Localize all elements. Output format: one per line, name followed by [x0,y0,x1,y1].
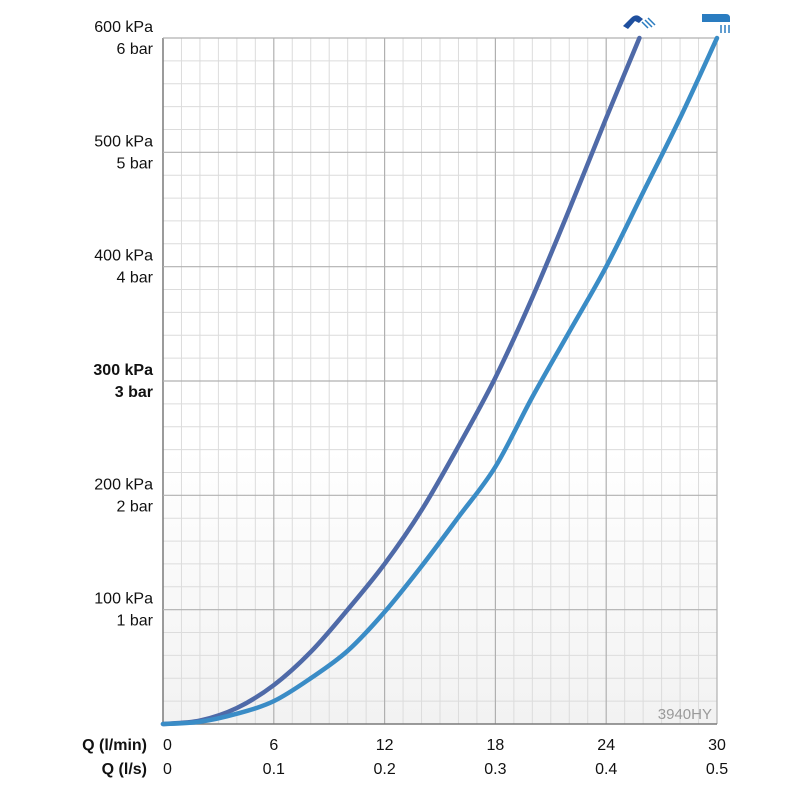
overhead-shower-icon [702,14,730,33]
x-tick-label-primary: 6 [269,737,278,754]
y-tick-label-bar: 1 bar [117,613,154,630]
x-axis-name-secondary: Q (l/s) [102,761,147,778]
series-layer [160,35,720,727]
y-tick-label-kpa: 200 kPa [94,476,153,493]
series-line-1 [160,35,642,727]
x-tick-label-secondary: 0.3 [484,761,506,778]
y-tick-label-kpa: 400 kPa [94,248,153,265]
y-tick-label-bar: 3 bar [115,384,153,401]
x-tick-label-secondary: 0.2 [373,761,395,778]
hand-shower-icon [623,15,656,29]
x-axis-labels: Q (l/min) Q (l/s) 0 0 6 0.1 12 0.2 18 0.3 24 0.4 30 0… [82,737,728,778]
y-tick-label-bar: 4 bar [117,270,154,287]
y-tick-label-kpa: 100 kPa [94,591,153,608]
major-grid [162,37,718,725]
y-tick-label-bar: 6 bar [117,41,154,58]
y-tick-label-kpa: 300 kPa [93,362,153,379]
y-tick-label-kpa: 500 kPa [94,133,153,150]
x-tick-label-primary: 0 [163,737,172,754]
y-tick-label-bar: 2 bar [117,498,154,515]
x-tick-label-primary: 24 [597,737,615,754]
x-tick-label-secondary: 0.1 [263,761,285,778]
x-axis-name-primary: Q (l/min) [82,737,147,754]
x-tick-label-secondary: 0 [163,761,172,778]
x-tick-label-primary: 18 [487,737,505,754]
y-tick-label-bar: 5 bar [117,155,154,172]
x-tick-label-secondary: 0.5 [706,761,728,778]
x-tick-label-secondary: 0.4 [595,761,617,778]
y-axis-labels: 100 kPa 1 bar 200 kPa 2 bar 300 kPa 3 bar 400 … [93,19,153,630]
model-label: 3940HY [658,706,712,723]
x-tick-label-primary: 12 [376,737,394,754]
series-line-2 [160,35,720,727]
x-tick-label-primary: 30 [708,737,726,754]
y-tick-label-kpa: 600 kPa [94,19,153,36]
